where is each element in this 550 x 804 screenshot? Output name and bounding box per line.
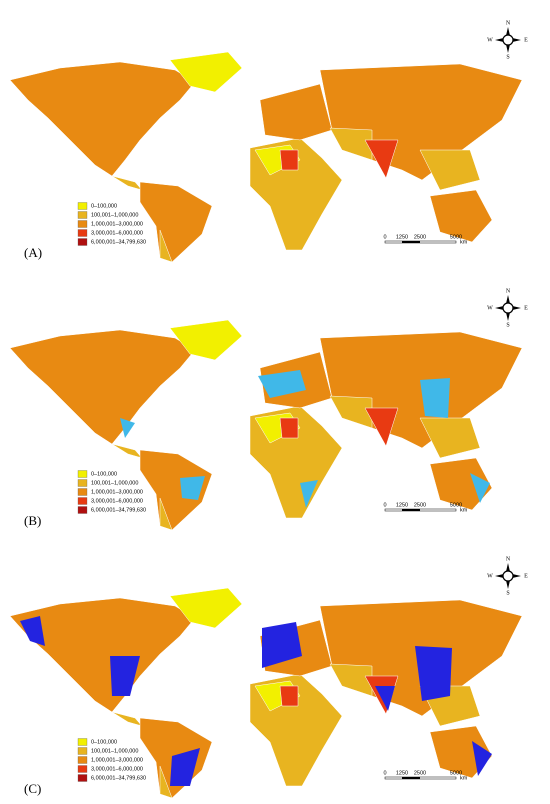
scale-tick: 2500 (414, 234, 426, 240)
legend-label: 100,001–1,000,000 (91, 480, 138, 486)
legend-label: 1,000,001–3,000,000 (91, 489, 143, 495)
legend-label: 1,000,001–3,000,000 (91, 757, 143, 763)
panel-label: (C) (24, 781, 41, 796)
scale-tick: 1250 (396, 234, 408, 240)
legend-swatch (77, 229, 88, 237)
compass-n: N (506, 20, 511, 26)
scale-tick: 1250 (396, 770, 408, 776)
compass-n: N (506, 556, 511, 562)
legend-swatch (77, 488, 88, 496)
panel-label: (B) (24, 513, 41, 528)
scale-bar (384, 776, 457, 780)
compass-s: S (506, 590, 509, 596)
legend-label: 100,001–1,000,000 (91, 212, 138, 218)
legend-label: 3,000,001–6,000,000 (91, 766, 143, 772)
legend-swatch (77, 738, 88, 746)
compass-w: W (487, 573, 493, 579)
compass-w: W (487, 37, 493, 43)
compass-e: E (524, 573, 528, 579)
scale-bar-fill (402, 777, 420, 779)
legend-label: 0–100,000 (91, 203, 117, 209)
legend-label: 6,000,001–34,799,630 (91, 507, 146, 513)
legend-swatch (77, 747, 88, 755)
legend-label: 100,001–1,000,000 (91, 748, 138, 754)
scale-tick: 0 (383, 502, 386, 508)
scale-unit: km (460, 775, 468, 781)
scale-unit: km (460, 239, 468, 245)
overlay (120, 370, 490, 508)
compass-ring (502, 302, 514, 314)
scale-bar-fill (402, 241, 420, 243)
compass-e: E (524, 305, 528, 311)
compass-n: N (506, 288, 511, 294)
scale-unit: km (460, 507, 468, 513)
compass-ring (502, 570, 514, 582)
compass-e: E (524, 37, 528, 43)
legend-swatch (77, 497, 88, 505)
legend-swatch (77, 238, 88, 246)
scale-tick: 1250 (396, 502, 408, 508)
scale-tick: 5000 (450, 502, 462, 508)
panel: (A) 0–100,000 100,001–1,000,000 1,000,001–3… (9, 20, 528, 263)
scale-tick: 0 (383, 234, 386, 240)
compass-s: S (506, 54, 509, 60)
legend-swatch (77, 479, 88, 487)
scale-bar (384, 508, 457, 512)
scale-bar-fill (402, 509, 420, 511)
panel: (B) 0–100,000 100,001–1,000,000 1,000,001–3… (9, 288, 528, 531)
legend-swatch (77, 774, 88, 782)
legend-label: 1,000,001–3,000,000 (91, 221, 143, 227)
overlay (20, 616, 492, 786)
compass-w: W (487, 305, 493, 311)
scale-tick: 2500 (414, 502, 426, 508)
scale-bar (384, 240, 457, 244)
legend-swatch (77, 765, 88, 773)
scale-tick: 5000 (450, 234, 462, 240)
legend-swatch (77, 470, 88, 478)
legend-label: 3,000,001–6,000,000 (91, 498, 143, 504)
compass-s: S (506, 322, 509, 328)
scale-tick: 0 (383, 770, 386, 776)
legend-label: 0–100,000 (91, 471, 117, 477)
scale-tick: 5000 (450, 770, 462, 776)
legend-swatch (77, 506, 88, 514)
legend-label: 0–100,000 (91, 739, 117, 745)
legend-label: 3,000,001–6,000,000 (91, 230, 143, 236)
compass-ring (502, 34, 514, 46)
legend-swatch (77, 211, 88, 219)
legend-swatch (77, 756, 88, 764)
legend-label: 6,000,001–34,799,630 (91, 239, 146, 245)
panel-label: (A) (24, 245, 42, 260)
legend-swatch (77, 202, 88, 210)
panel: (C) 0–100,000 100,001–1,000,000 1,000,001–3… (9, 556, 528, 799)
legend-swatch (77, 220, 88, 228)
legend-label: 6,000,001–34,799,630 (91, 775, 146, 781)
scale-tick: 2500 (414, 770, 426, 776)
